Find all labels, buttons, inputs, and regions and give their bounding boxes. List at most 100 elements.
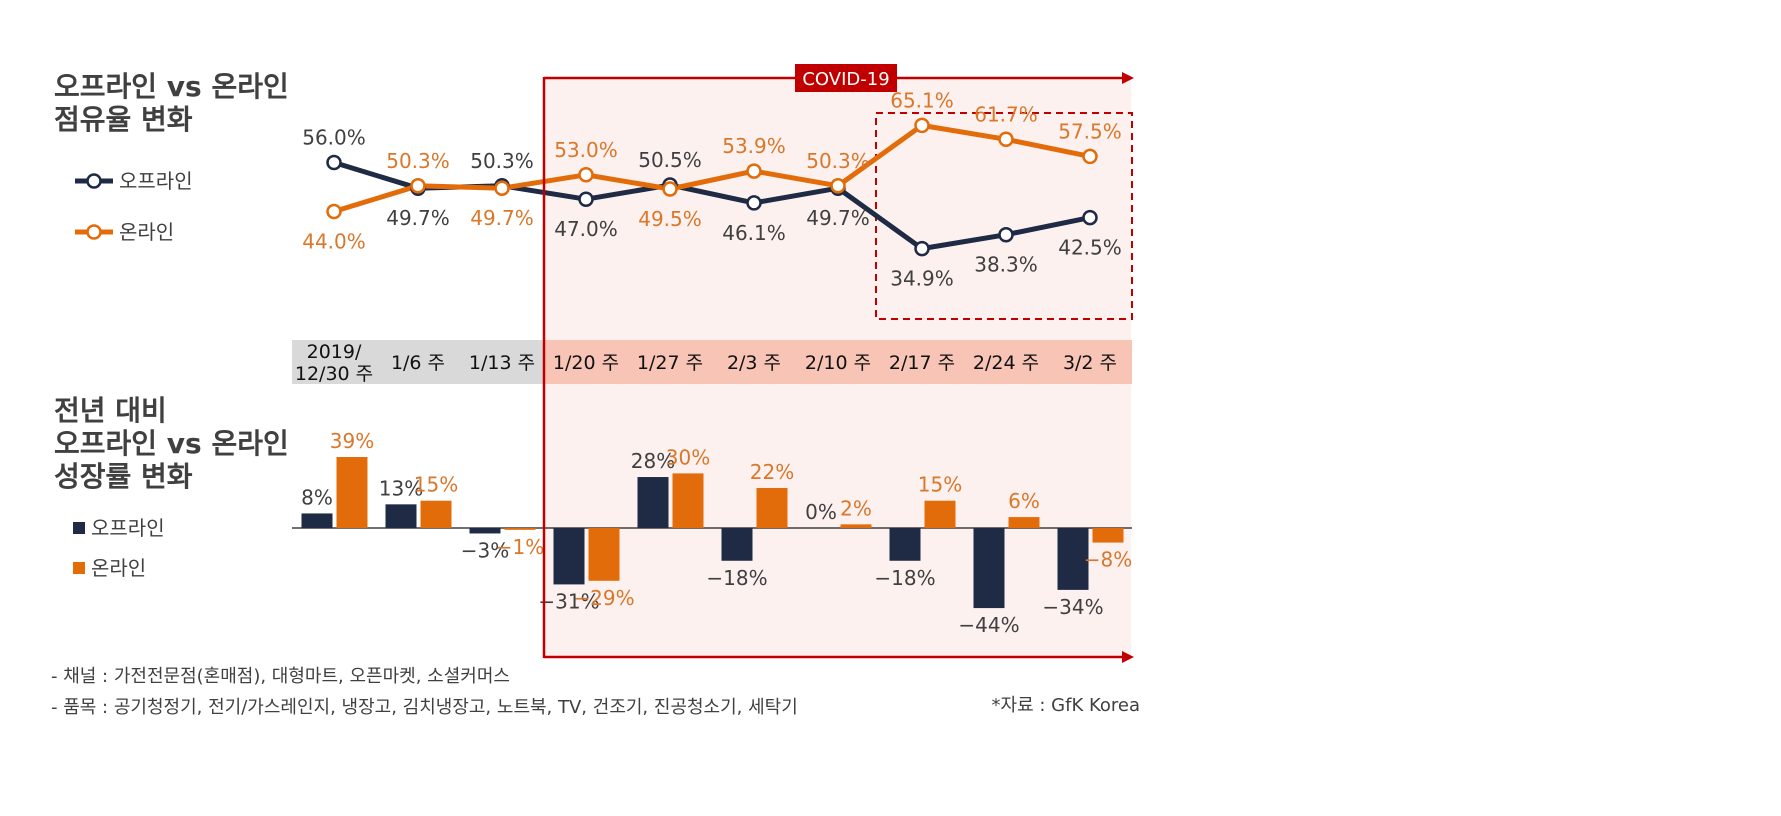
bar-offline-7 xyxy=(889,528,921,561)
bar-offline-8 xyxy=(973,528,1005,609)
bar-online-label-5: 22% xyxy=(750,460,794,484)
bar-online-label-8: 6% xyxy=(1008,489,1040,513)
week-label-5: 2/3 주 xyxy=(727,352,781,374)
top-title-line-2: 점유율 변화 xyxy=(54,103,193,136)
series-online-label-5: 53.9% xyxy=(722,134,786,158)
covid-label: COVID-19 xyxy=(802,69,889,90)
series-online-label-9: 57.5% xyxy=(1058,119,1122,143)
bar-online-label-3: −29% xyxy=(573,586,634,610)
bar-online-9 xyxy=(1092,528,1124,543)
bar-online-label-6: 2% xyxy=(840,496,872,520)
series-offline-label-5: 46.1% xyxy=(722,221,786,245)
week-label-2: 1/13 주 xyxy=(469,352,535,374)
series-offline-label-3: 47.0% xyxy=(554,217,618,241)
series-online-point-8 xyxy=(998,131,1014,148)
series-online-label-1: 50.3% xyxy=(386,149,450,173)
bar-offline-label-6: 0% xyxy=(805,500,837,524)
bar-online-label-0: 39% xyxy=(330,429,374,453)
bar-online-label-4: 30% xyxy=(666,445,710,469)
series-online-label-0: 44.0% xyxy=(302,229,366,253)
week-band-covid xyxy=(545,340,1132,384)
bar-legend: 오프라인 온라인 xyxy=(73,516,165,580)
week-label-1: 1/6 주 xyxy=(391,352,445,374)
bar-online-label-2: −1% xyxy=(496,535,545,559)
series-offline-label-4: 50.5% xyxy=(638,148,702,172)
legend-online-bar-swatch xyxy=(73,562,85,574)
series-offline-point-9 xyxy=(1082,209,1098,226)
legend-offline-bar-label: 오프라인 xyxy=(91,516,165,540)
series-offline-label-0: 56.0% xyxy=(302,126,366,150)
week-label-9: 3/2 주 xyxy=(1063,352,1117,374)
week-band: 2019/12/30 주 1/6 주 1/13 주 1/20 주 1/27 주 2/3 주… xyxy=(292,340,1132,385)
series-online-point-5 xyxy=(746,163,762,179)
legend-offline-label: 오프라인 xyxy=(119,169,193,193)
series-offline-point-0 xyxy=(326,154,342,171)
bar-offline-4 xyxy=(637,477,669,528)
series-online-label-8: 61.7% xyxy=(974,102,1038,126)
series-online-label-3: 53.0% xyxy=(554,138,618,162)
bar-offline-5 xyxy=(721,528,753,561)
series-offline-label-1: 49.7% xyxy=(386,206,450,230)
series-online-point-3 xyxy=(578,167,594,183)
bar-online-8 xyxy=(1008,517,1040,528)
bottom-title-line-2: 오프라인 vs 온라인 xyxy=(54,427,289,460)
bar-online-5 xyxy=(756,487,788,528)
bar-online-label-9: −8% xyxy=(1084,548,1133,572)
week-label-8: 2/24 주 xyxy=(973,352,1039,374)
bar-online-4 xyxy=(672,473,704,528)
covid-bottom-arrowhead xyxy=(1122,651,1134,663)
series-online-label-7: 65.1% xyxy=(890,88,954,112)
series-offline-point-5 xyxy=(746,195,762,211)
growth-bar-chart: 8% 13% −3% −31% 28% −18% 0% −18% −44% −34% 39% 15% −… xyxy=(292,429,1132,637)
series-online-point-2 xyxy=(494,180,510,196)
series-online-label-2: 49.7% xyxy=(470,206,534,230)
legend-offline-marker xyxy=(86,173,102,189)
series-online-label-4: 49.5% xyxy=(638,207,702,231)
series-offline-point-7 xyxy=(914,240,930,257)
legend-online-bar-label: 온라인 xyxy=(91,556,146,580)
bar-offline-9 xyxy=(1057,528,1089,590)
legend-offline-bar-swatch xyxy=(73,522,85,534)
series-online-point-6 xyxy=(830,178,846,194)
bar-online-6 xyxy=(840,524,872,528)
footnote-channel: - 채널 : 가전전문점(혼매점), 대형마트, 오픈마켓, 소셜커머스 xyxy=(51,666,510,687)
line-legend: 오프라인 온라인 xyxy=(75,169,193,244)
bar-online-1 xyxy=(420,500,452,528)
source-note: *자료 : GfK Korea xyxy=(992,695,1140,716)
series-online-line xyxy=(333,122,1091,214)
series-offline-label-8: 38.3% xyxy=(974,253,1038,277)
bar-online-2 xyxy=(504,528,536,530)
bar-offline-2 xyxy=(469,528,501,534)
covid-top-arrowhead xyxy=(1122,72,1134,84)
series-offline-label-9: 42.5% xyxy=(1058,236,1122,260)
bar-offline-0 xyxy=(301,513,333,528)
bar-online-3 xyxy=(588,528,620,581)
bar-online-label-1: 15% xyxy=(414,473,458,497)
bar-offline-label-2: −3% xyxy=(461,538,510,562)
legend-online-label: 온라인 xyxy=(119,220,174,244)
bar-offline-label-3: −31% xyxy=(538,589,599,613)
series-online-point-1 xyxy=(410,178,426,194)
series-online-point-9 xyxy=(1082,148,1098,165)
series-online-point-7 xyxy=(914,117,930,134)
series-offline-label-7: 34.9% xyxy=(890,267,954,291)
week-label-7: 2/17 주 xyxy=(889,352,955,374)
series-offline-point-3 xyxy=(578,191,594,207)
bar-online-0 xyxy=(336,457,368,528)
week-label-0-line-2: 12/30 주 xyxy=(295,363,373,385)
bar-offline-label-8: −44% xyxy=(958,613,1019,637)
series-online-point-0 xyxy=(326,203,342,220)
series-online-point-4 xyxy=(662,181,678,197)
series-offline-point-8 xyxy=(998,226,1014,243)
covid-label-box xyxy=(795,64,897,92)
bar-offline-1 xyxy=(385,504,417,528)
week-label-4: 1/27 주 xyxy=(637,352,703,374)
legend-online-marker xyxy=(86,224,102,240)
week-label-0-line-1: 2019/ xyxy=(307,341,362,363)
covid-frame: COVID-19 xyxy=(542,64,1134,663)
bar-online-label-7: 15% xyxy=(918,473,962,497)
series-online-label-6: 50.3% xyxy=(806,149,870,173)
bar-offline-label-9: −34% xyxy=(1042,595,1103,619)
week-label-3: 1/20 주 xyxy=(553,352,619,374)
